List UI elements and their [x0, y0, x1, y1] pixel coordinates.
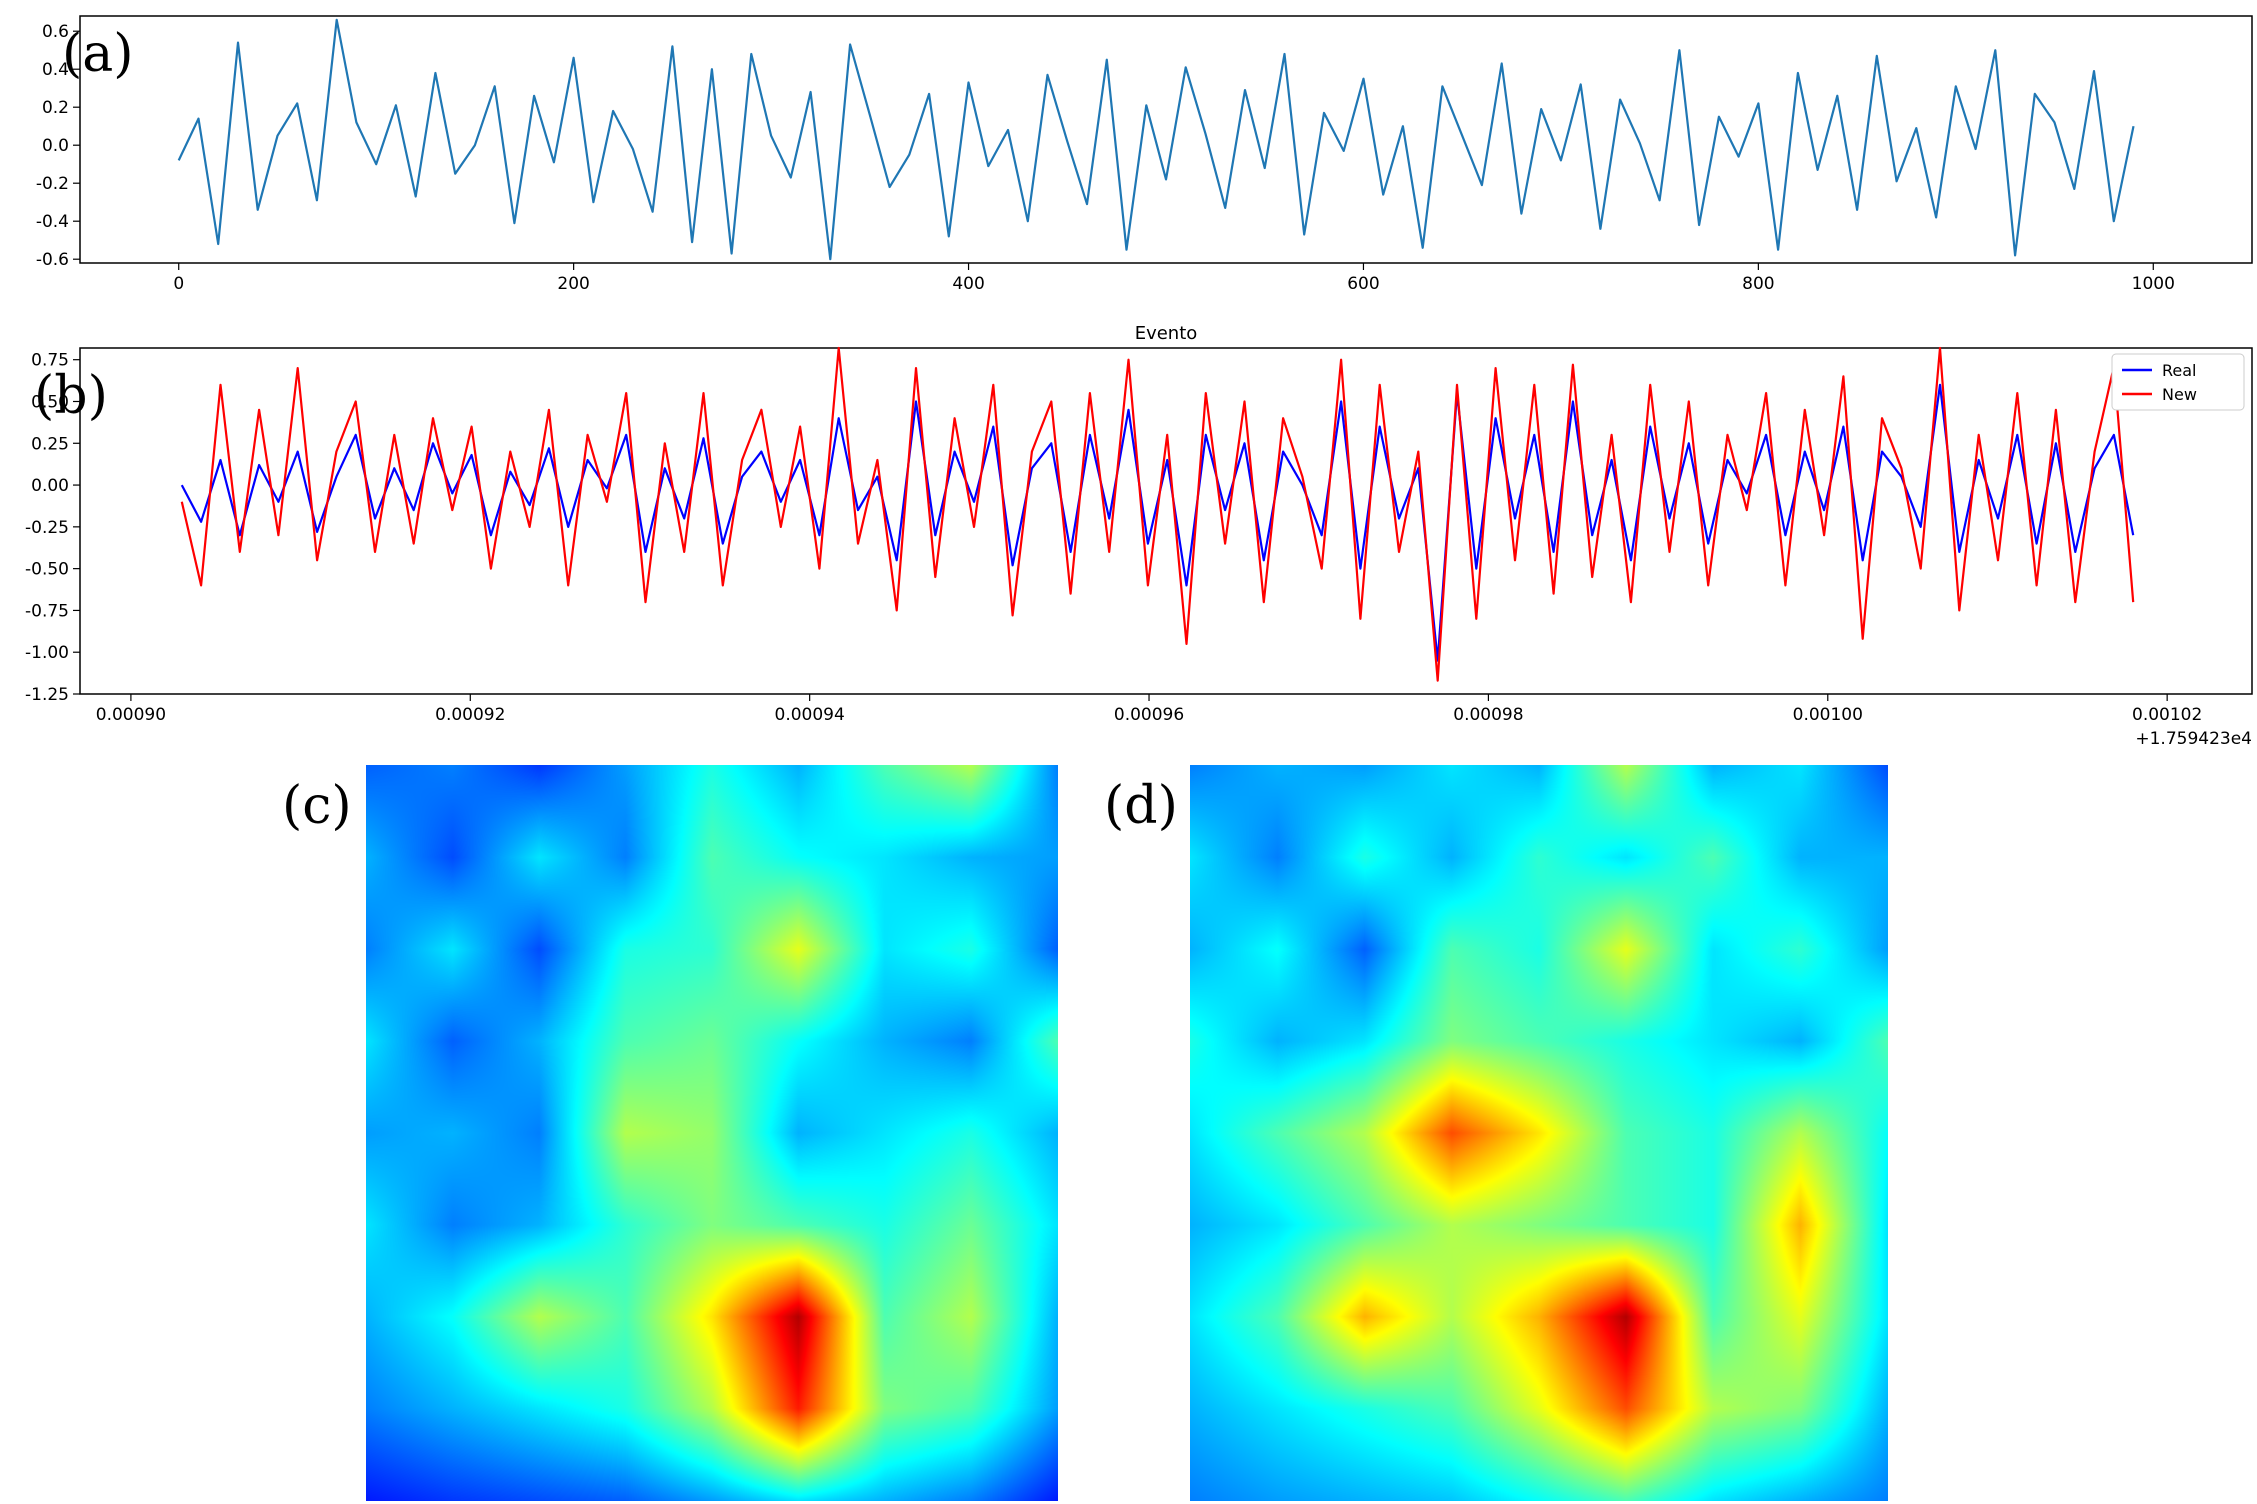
- x-tick-label-a: 400: [952, 274, 984, 294]
- series-line-b-real: [180, 383, 2135, 662]
- chart-b: 0.00090 0.00092 0.00094 0.00096 0.00098 0.001…: [25, 323, 2253, 749]
- y-tick-label-a: 0.0: [42, 136, 69, 156]
- y-tick-label-a: -0.6: [36, 250, 69, 270]
- y-tick-label-a: -0.4: [36, 212, 69, 232]
- panel-label-a: (a): [62, 24, 134, 84]
- legend-box-b: [2111, 353, 2245, 411]
- chart-title-b: Evento: [1135, 323, 1198, 344]
- legend-label-real: Real: [2162, 361, 2197, 380]
- y-tick-label-b: 0.75: [31, 351, 69, 371]
- panel-label-c: (c): [282, 776, 352, 836]
- x-tick-label-b: 0.00090: [96, 705, 166, 725]
- y-tick-label-b: -1.25: [25, 685, 69, 705]
- x-tick-label-a: 600: [1347, 274, 1379, 294]
- series-line-a-0: [177, 18, 2135, 261]
- x-tick-label-a: 0: [173, 274, 184, 294]
- x-tick-label-a: 200: [557, 274, 589, 294]
- legend-label-new: New: [2162, 385, 2197, 404]
- axes-frame-b: [79, 347, 2253, 695]
- offset-text-b: +1.759423e4: [2135, 729, 2252, 749]
- x-tick-label-a: 800: [1742, 274, 1774, 294]
- x-tick-label-b: 0.00100: [1793, 705, 1863, 725]
- chart-a: 0 200 400 600 800 1000 -0.6 -0.4 -0.2 0.0 0.2 0.4 0.…: [36, 15, 2253, 294]
- y-tick-label-b: -0.75: [25, 601, 69, 621]
- panel-label-d: (d): [1104, 776, 1178, 836]
- heatmap-d: [1190, 765, 1888, 1501]
- panel-label-b: (b): [34, 366, 108, 426]
- series-line-b-new: [180, 346, 2135, 682]
- x-tick-label-b: 0.00098: [1453, 705, 1523, 725]
- x-tick-label-b: 0.00094: [775, 705, 845, 725]
- y-tick-label-a: -0.2: [36, 174, 69, 194]
- y-tick-label-a: 0.4: [42, 60, 69, 80]
- y-tick-label-b: 0.50: [31, 392, 69, 412]
- y-tick-label-b: -0.25: [25, 518, 69, 538]
- x-tick-label-a: 1000: [2132, 274, 2175, 294]
- y-tick-label-b: 0.00: [31, 476, 69, 496]
- y-tick-label-a: 0.6: [42, 22, 69, 42]
- y-tick-label-a: 0.2: [42, 98, 69, 118]
- y-tick-label-b: -1.00: [25, 643, 69, 663]
- x-tick-label-b: 0.00092: [435, 705, 505, 725]
- y-tick-label-b: 0.25: [31, 434, 69, 454]
- heatmap-c: [366, 765, 1058, 1501]
- y-tick-label-b: -0.50: [25, 560, 69, 580]
- x-tick-label-b: 0.00096: [1114, 705, 1184, 725]
- x-tick-label-b: 0.00102: [2132, 705, 2202, 725]
- axes-frame-a: [79, 15, 2253, 264]
